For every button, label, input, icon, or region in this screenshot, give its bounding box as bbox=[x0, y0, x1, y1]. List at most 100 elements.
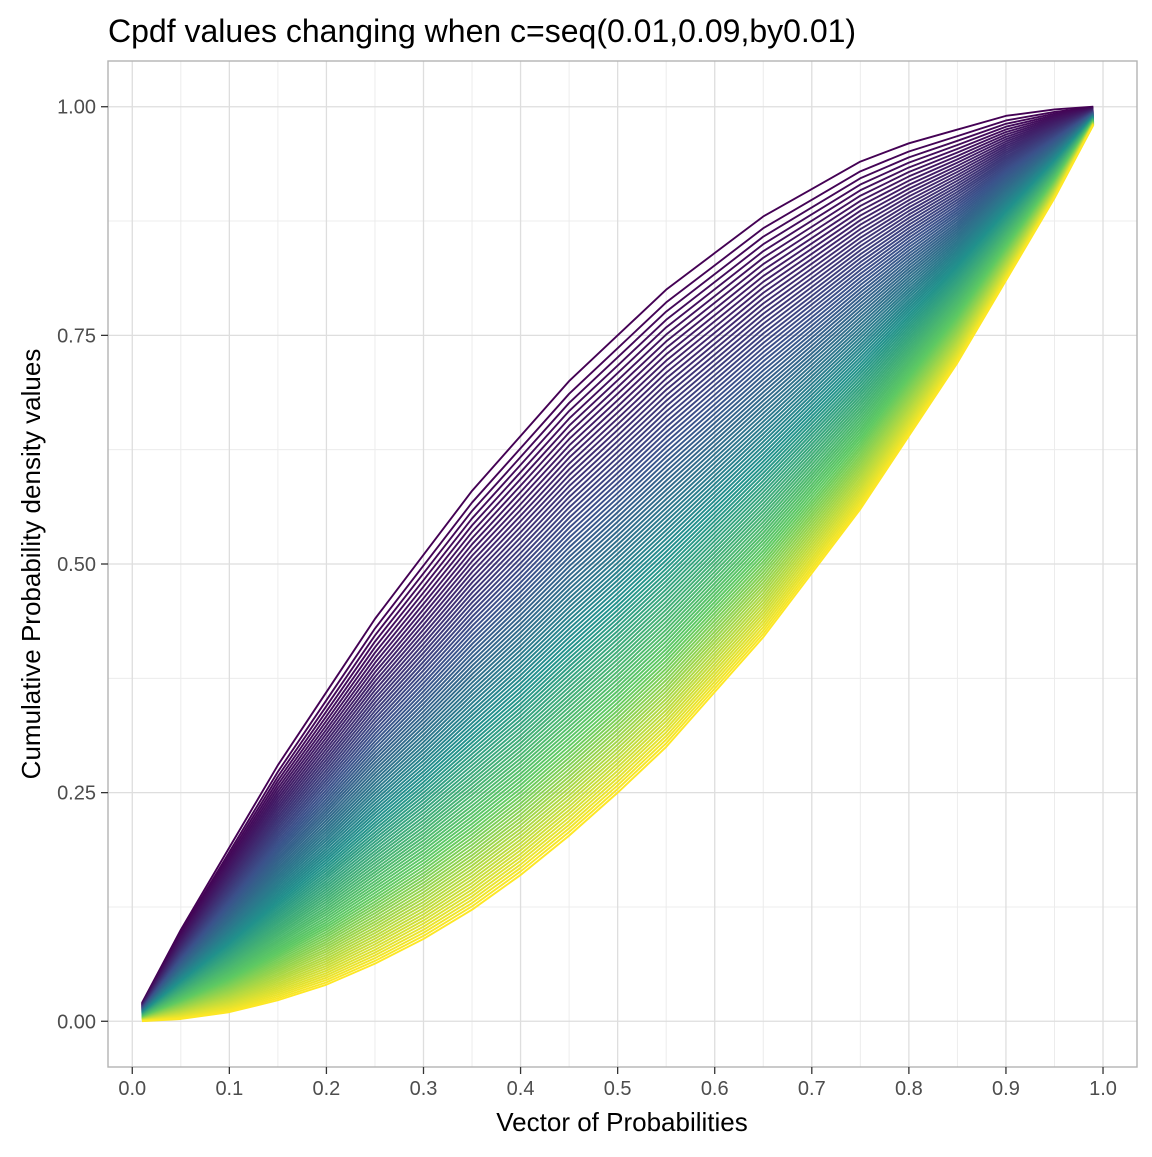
y-tick-label: 0.50 bbox=[57, 554, 96, 576]
series-line bbox=[141, 106, 1094, 1004]
series-line bbox=[141, 109, 1094, 1008]
series-line bbox=[141, 107, 1094, 1006]
series-line bbox=[141, 121, 1095, 1020]
x-tick-label: 0.6 bbox=[701, 1078, 729, 1100]
series-line bbox=[141, 120, 1095, 1019]
series-line bbox=[141, 121, 1095, 1020]
series-line bbox=[141, 117, 1095, 1016]
x-axis-title: Vector of Probabilities bbox=[496, 1107, 747, 1137]
series-line bbox=[141, 113, 1094, 1012]
series-line bbox=[141, 114, 1094, 1013]
series-line bbox=[141, 119, 1095, 1018]
series-line bbox=[141, 115, 1095, 1014]
series-line bbox=[141, 120, 1095, 1018]
series-line bbox=[141, 115, 1094, 1013]
series-line bbox=[141, 122, 1095, 1021]
series-line bbox=[141, 118, 1095, 1017]
series-line bbox=[141, 114, 1094, 1012]
series-line bbox=[141, 113, 1094, 1011]
series-line bbox=[141, 115, 1094, 1013]
series-line bbox=[141, 105, 1094, 1004]
series-line bbox=[141, 106, 1094, 1005]
series-line bbox=[141, 124, 1095, 1022]
series-line bbox=[141, 119, 1095, 1017]
series-line bbox=[141, 108, 1094, 1007]
x-tick-label: 0.2 bbox=[313, 1078, 341, 1100]
series-line bbox=[141, 111, 1094, 1009]
series-line bbox=[141, 107, 1094, 1006]
series-line bbox=[141, 107, 1094, 1005]
series-line bbox=[141, 121, 1095, 1020]
series-line bbox=[141, 122, 1095, 1021]
series-line bbox=[141, 120, 1095, 1018]
series-line bbox=[141, 118, 1095, 1017]
series-line bbox=[141, 110, 1094, 1008]
series-line bbox=[141, 123, 1095, 1021]
series-line bbox=[141, 119, 1095, 1018]
x-tick-label: 0.1 bbox=[215, 1078, 243, 1100]
series-line bbox=[141, 120, 1095, 1019]
x-tick-label: 0.5 bbox=[604, 1078, 632, 1100]
y-axis-ticks: 0.00 0.25 0.50 0.75 1.00 bbox=[57, 97, 108, 1033]
series-line bbox=[141, 112, 1094, 1011]
series-line bbox=[141, 121, 1095, 1019]
x-tick-label: 0.4 bbox=[507, 1078, 535, 1100]
series-line bbox=[141, 113, 1094, 1012]
series-line bbox=[141, 111, 1094, 1010]
series-line bbox=[141, 124, 1095, 1022]
series-line bbox=[141, 118, 1095, 1016]
series-line bbox=[141, 112, 1094, 1010]
series-line bbox=[141, 118, 1095, 1016]
series-line bbox=[141, 112, 1094, 1010]
series-line bbox=[141, 116, 1095, 1014]
series-line bbox=[141, 122, 1095, 1021]
series-line bbox=[141, 119, 1095, 1018]
series-lines bbox=[141, 105, 1095, 1023]
series-line bbox=[141, 123, 1095, 1022]
x-axis-ticks: 0.0 0.1 0.2 0.3 0.4 0.5 0.6 0.7 0.8 0.9 1.0 bbox=[118, 1067, 1117, 1100]
series-line bbox=[141, 113, 1094, 1012]
series-line bbox=[141, 123, 1095, 1021]
x-tick-label: 0.8 bbox=[895, 1078, 923, 1100]
series-line bbox=[141, 110, 1094, 1009]
series-line bbox=[141, 121, 1095, 1020]
series-line bbox=[141, 123, 1095, 1022]
x-tick-label: 1.0 bbox=[1089, 1078, 1117, 1100]
series-line bbox=[141, 109, 1094, 1008]
series-line bbox=[141, 115, 1094, 1014]
chart-title: Cpdf values changing when c=seq(0.01,0.0… bbox=[108, 13, 856, 49]
series-line bbox=[141, 117, 1095, 1016]
series-line bbox=[141, 123, 1095, 1022]
series-line bbox=[141, 116, 1095, 1014]
series-line bbox=[141, 117, 1095, 1016]
series-line bbox=[141, 111, 1094, 1010]
series-line bbox=[141, 114, 1094, 1013]
series-line bbox=[141, 114, 1094, 1013]
series-line bbox=[141, 124, 1095, 1022]
series-line bbox=[141, 120, 1095, 1019]
series-line bbox=[141, 118, 1095, 1017]
series-line bbox=[141, 119, 1095, 1018]
series-line bbox=[141, 110, 1094, 1009]
series-line bbox=[141, 117, 1095, 1015]
series-line bbox=[141, 117, 1095, 1015]
series-line bbox=[141, 116, 1095, 1015]
series-line bbox=[141, 106, 1094, 1005]
series-line bbox=[141, 117, 1095, 1016]
series-line bbox=[141, 122, 1095, 1021]
series-line bbox=[141, 116, 1095, 1015]
series-line bbox=[141, 108, 1094, 1007]
x-tick-label: 0.0 bbox=[118, 1078, 146, 1100]
x-tick-label: 0.9 bbox=[992, 1078, 1020, 1100]
series-line bbox=[141, 123, 1095, 1022]
series-line bbox=[141, 123, 1095, 1021]
series-line bbox=[141, 121, 1095, 1019]
series-line bbox=[141, 110, 1094, 1009]
series-line bbox=[141, 108, 1094, 1007]
series-line bbox=[141, 114, 1094, 1012]
series-line bbox=[141, 121, 1095, 1019]
series-line bbox=[141, 119, 1095, 1017]
series-line bbox=[141, 122, 1095, 1020]
